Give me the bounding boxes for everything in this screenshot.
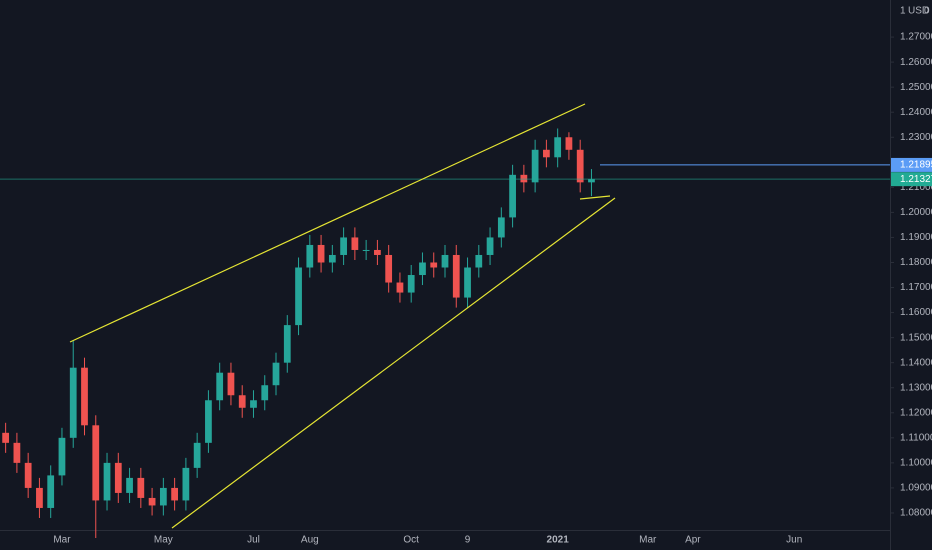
y-tick-label: 1.16000	[900, 307, 932, 318]
candle-body	[475, 254, 483, 268]
candle-body	[272, 362, 280, 386]
y-tick-label: 1.10000	[900, 458, 932, 469]
y-tick-label: 1.21000	[900, 182, 932, 193]
candle-body	[306, 244, 314, 268]
candle-body	[351, 237, 359, 250]
candle-body	[238, 395, 246, 408]
candle-body	[261, 385, 269, 401]
x-tick-label: Oct	[403, 535, 419, 546]
trend-line	[69, 103, 586, 343]
candle-body	[58, 437, 66, 476]
candle-body	[193, 442, 201, 468]
candle-body	[205, 400, 212, 443]
candle-body	[137, 477, 145, 498]
candle-body	[2, 432, 10, 443]
x-tick-label: Jul	[247, 535, 260, 546]
y-tick-label: 1.12000	[900, 407, 932, 418]
candle-body	[588, 179, 595, 183]
y-tick-label: 1.11000	[900, 432, 932, 443]
x-tick-label: Aug	[301, 535, 319, 546]
candle-body	[36, 487, 43, 508]
candle-body	[520, 174, 528, 183]
y-tick-label: 1.17000	[900, 282, 932, 293]
candle-body	[114, 462, 122, 493]
scale-mode: 0	[924, 6, 930, 17]
plot	[0, 128, 890, 539]
x-tick-label: Mar	[53, 535, 71, 546]
candle-body	[441, 254, 449, 268]
candle-body	[486, 237, 494, 255]
y-tick-label: 1.13000	[900, 382, 932, 393]
y-tick-label: 1.09000	[900, 483, 932, 494]
y-tick-label: 1.27000	[900, 32, 932, 43]
x-tick-label: 9	[465, 535, 471, 546]
candle-body	[69, 367, 77, 438]
price-label: 1.21895	[900, 160, 932, 171]
candle-body	[362, 249, 370, 251]
candle-body	[216, 372, 224, 401]
x-tick-label: May	[154, 535, 173, 546]
candle-body	[317, 244, 325, 263]
y-tick-label: 1.20000	[900, 207, 932, 218]
currency-multiplier: 1	[900, 6, 906, 17]
candle-body	[92, 425, 100, 501]
price-label-box	[891, 157, 932, 172]
y-tick-label: 1.18000	[900, 257, 932, 268]
candle-body	[126, 477, 133, 493]
y-tick-label: 1.25000	[900, 82, 932, 93]
candle-body	[47, 475, 55, 508]
price-label: 1.21327	[900, 174, 932, 185]
candle-body	[182, 467, 190, 501]
candle-body	[497, 217, 505, 238]
candle-body	[576, 149, 584, 183]
candle-body	[159, 487, 167, 506]
candle-body	[385, 254, 393, 283]
y-tick-label: 1.14000	[900, 357, 932, 368]
x-tick-label: Apr	[685, 535, 701, 546]
candle-body	[565, 137, 573, 150]
candle-body	[419, 262, 426, 276]
candle-body	[340, 237, 347, 255]
candle-body	[374, 249, 381, 255]
y-tick-label: 1.24000	[900, 107, 932, 118]
price-label-box	[891, 172, 932, 187]
trend-line	[171, 197, 616, 529]
candle-body	[227, 372, 235, 396]
candle-body	[81, 367, 88, 426]
candle-body	[509, 174, 516, 218]
candle-body	[24, 462, 32, 488]
candle-body	[452, 254, 460, 298]
candle-body	[554, 137, 562, 158]
x-tick-label: 2021	[547, 535, 570, 546]
x-tick-label: Mar	[639, 535, 657, 546]
y-tick-label: 1.23000	[900, 132, 932, 143]
candle-body	[328, 254, 336, 263]
candle-body	[407, 275, 415, 293]
candle-body	[430, 262, 438, 268]
y-tick-label: 1.08000	[900, 508, 932, 519]
x-tick-label: Jun	[786, 535, 802, 546]
candle-body	[103, 462, 111, 501]
candle-body	[396, 282, 404, 293]
candle-body	[13, 442, 21, 463]
y-tick-label: 1.15000	[900, 332, 932, 343]
trend-line	[579, 195, 611, 200]
candle-body	[295, 267, 302, 326]
candle-body	[283, 325, 291, 363]
candle-body	[531, 149, 539, 183]
y-tick-label: 1.19000	[900, 232, 932, 243]
candle-body	[464, 267, 471, 298]
candle-body	[250, 400, 257, 408]
currency: USD	[908, 6, 929, 17]
candle-body	[171, 487, 178, 501]
y-tick-label: 1.26000	[900, 57, 932, 68]
candle-body	[148, 497, 156, 506]
candle-body	[543, 149, 550, 158]
